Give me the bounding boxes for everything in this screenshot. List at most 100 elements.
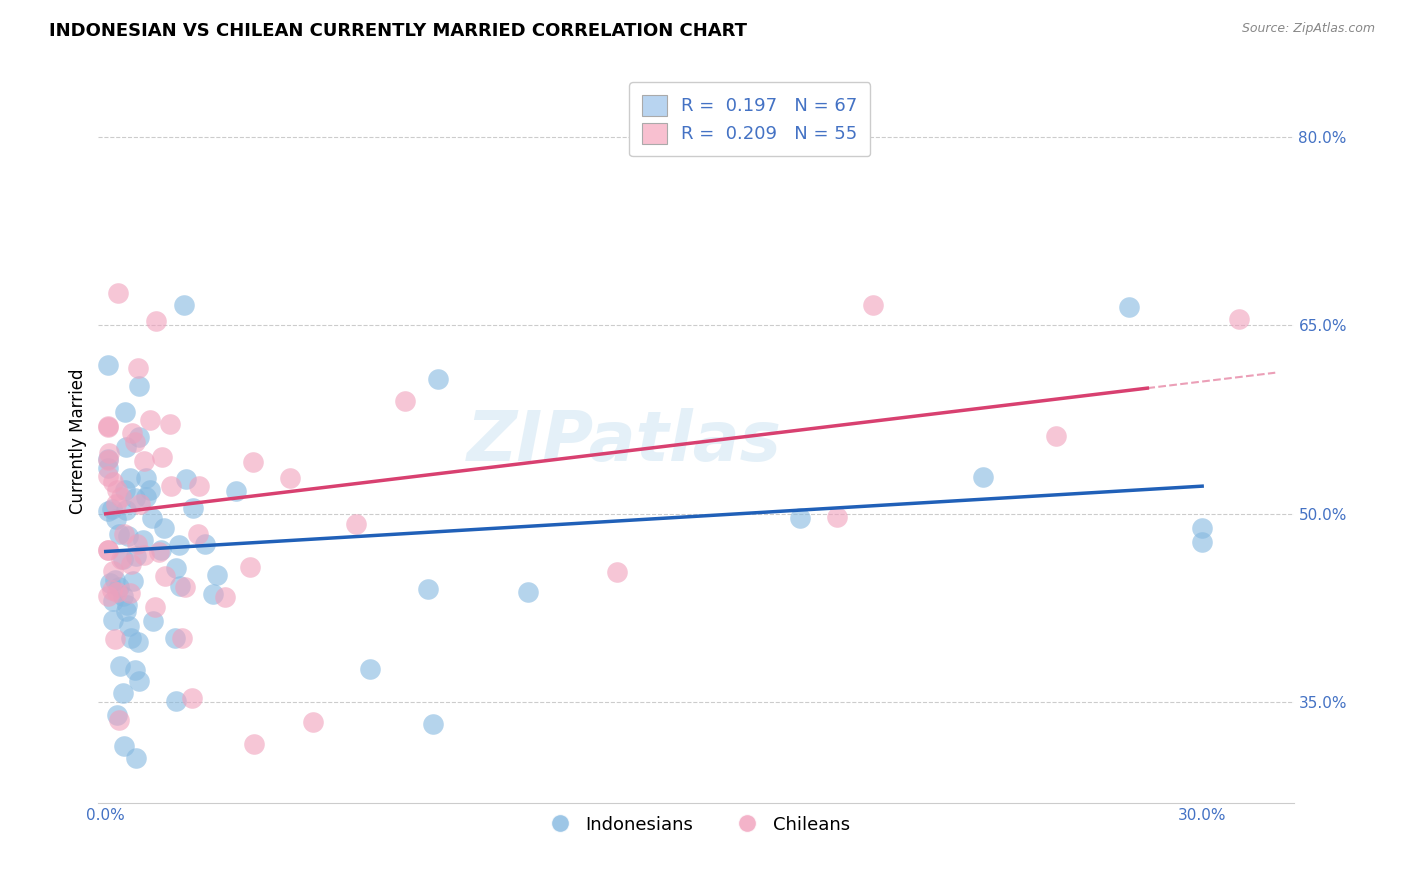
Point [418, 582, 440, 596]
Point [114, 405, 136, 419]
Point [207, 567, 229, 582]
Point [153, 521, 176, 535]
Point [422, 716, 444, 731]
Point [103, 613, 125, 627]
Point [165, 561, 187, 575]
Point [121, 425, 143, 440]
Point [107, 285, 129, 300]
Point [125, 751, 148, 765]
Point [125, 537, 148, 551]
Point [174, 472, 197, 486]
Point [112, 551, 135, 566]
Point [127, 360, 149, 375]
Point [160, 479, 183, 493]
Point [105, 707, 128, 722]
Point [96, 451, 118, 466]
Point [181, 690, 204, 705]
Point [117, 529, 139, 543]
Point [153, 569, 176, 583]
Point [128, 497, 150, 511]
Point [96, 453, 118, 467]
Point [101, 582, 124, 597]
Point [124, 434, 146, 449]
Point [101, 594, 124, 608]
Point [1191, 534, 1213, 549]
Point [862, 298, 884, 312]
Point [359, 661, 381, 675]
Point [517, 585, 540, 599]
Point [394, 393, 416, 408]
Point [427, 372, 450, 386]
Point [125, 549, 148, 563]
Point [170, 631, 193, 645]
Point [148, 544, 170, 558]
Point [124, 491, 146, 505]
Point [606, 565, 628, 579]
Point [120, 557, 142, 571]
Point [301, 715, 323, 730]
Point [103, 564, 125, 578]
Point [194, 537, 217, 551]
Point [114, 483, 136, 497]
Point [96, 589, 118, 603]
Point [1227, 311, 1250, 326]
Point [128, 674, 150, 689]
Point [239, 559, 262, 574]
Point [115, 440, 138, 454]
Point [104, 512, 127, 526]
Point [97, 504, 120, 518]
Point [187, 526, 209, 541]
Point [96, 469, 118, 483]
Point [132, 533, 155, 547]
Point [139, 483, 162, 498]
Text: Source: ZipAtlas.com: Source: ZipAtlas.com [1241, 22, 1375, 36]
Point [127, 635, 149, 649]
Point [1045, 429, 1067, 443]
Point [96, 543, 118, 558]
Point [135, 470, 157, 484]
Point [1118, 300, 1140, 314]
Point [183, 500, 205, 515]
Point [105, 483, 128, 498]
Point [121, 574, 143, 588]
Point [141, 511, 163, 525]
Text: ZIPatlas: ZIPatlas [467, 408, 782, 475]
Point [108, 580, 131, 594]
Point [118, 586, 141, 600]
Point [108, 658, 131, 673]
Point [115, 604, 138, 618]
Point [112, 526, 135, 541]
Point [972, 470, 994, 484]
Point [110, 551, 132, 566]
Point [104, 573, 127, 587]
Point [112, 739, 135, 753]
Point [159, 417, 181, 432]
Point [173, 298, 195, 312]
Point [135, 490, 157, 504]
Point [128, 430, 150, 444]
Point [825, 509, 848, 524]
Point [149, 542, 172, 557]
Point [225, 483, 247, 498]
Point [169, 538, 191, 552]
Point [169, 579, 191, 593]
Point [201, 587, 224, 601]
Point [115, 503, 138, 517]
Text: INDONESIAN VS CHILEAN CURRENTLY MARRIED CORRELATION CHART: INDONESIAN VS CHILEAN CURRENTLY MARRIED … [49, 22, 747, 40]
Point [96, 419, 118, 434]
Point [145, 599, 167, 614]
Point [242, 455, 264, 469]
Point [118, 619, 141, 633]
Point [1191, 521, 1213, 535]
Point [104, 632, 127, 647]
Point [101, 502, 124, 516]
Point [97, 358, 120, 372]
Point [142, 614, 165, 628]
Point [165, 694, 187, 708]
Point [97, 461, 120, 475]
Point [118, 471, 141, 485]
Point [145, 314, 167, 328]
Point [96, 542, 118, 557]
Point [110, 490, 132, 504]
Point [139, 412, 162, 426]
